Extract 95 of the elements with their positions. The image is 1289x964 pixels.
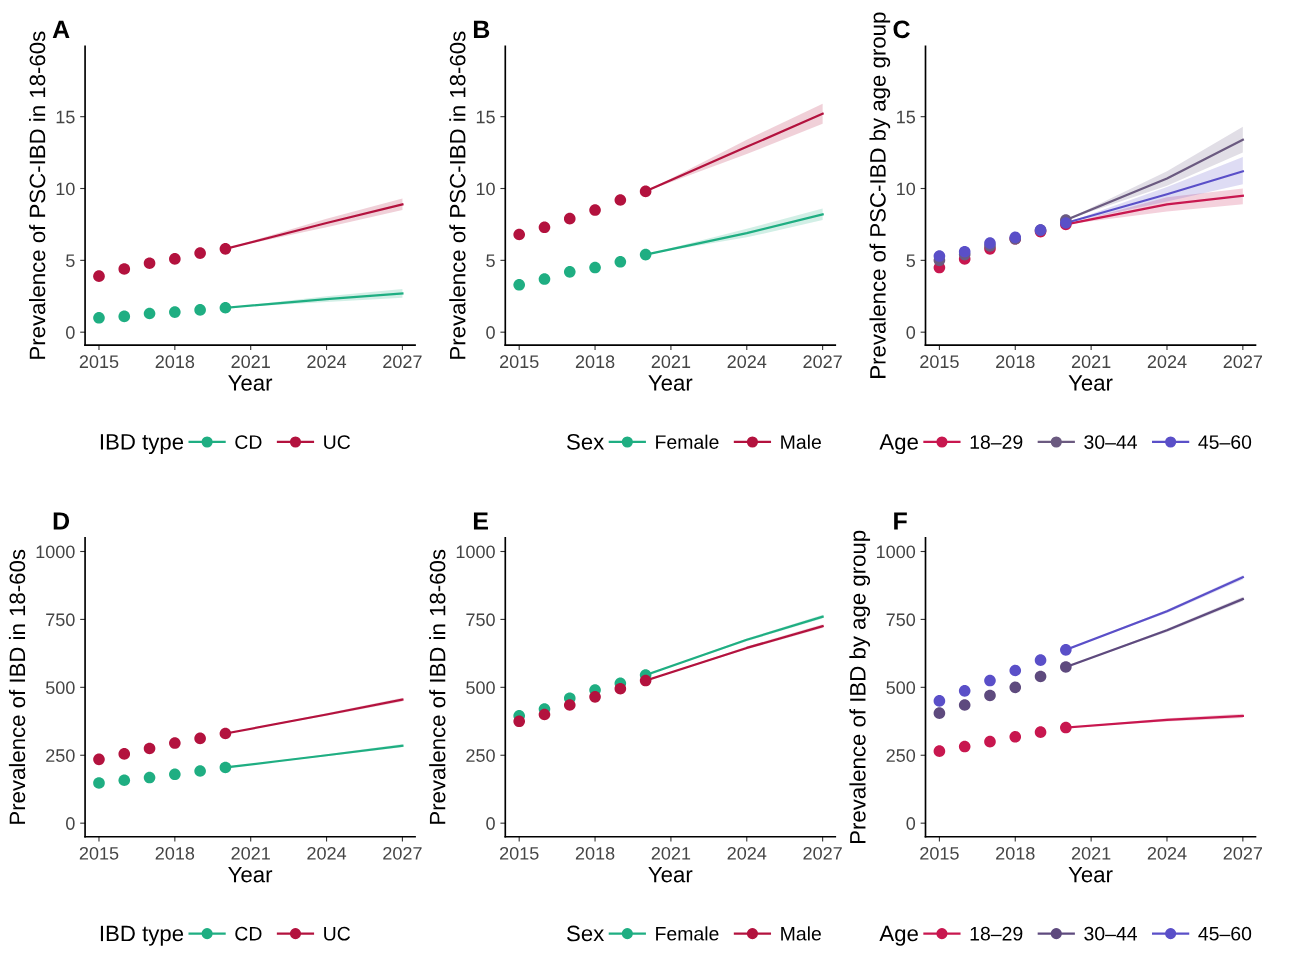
x-tick-label: 2021 xyxy=(651,846,691,860)
y-axis-title: Prevalence of IBD in 18-60s xyxy=(429,549,446,824)
x-tick-label: 2027 xyxy=(803,846,842,860)
x-tick-label: 2021 xyxy=(1071,355,1111,369)
y-tick-label: 10 xyxy=(897,182,916,196)
legend-title: Age xyxy=(879,925,918,946)
legend-label: 45–60 xyxy=(1198,926,1252,941)
legend-label: 30–44 xyxy=(1084,926,1138,941)
x-tick-label: 2024 xyxy=(727,846,767,860)
chart-title: C xyxy=(893,20,910,39)
y-tick-label: 750 xyxy=(886,613,916,627)
legend-title: IBD type xyxy=(100,925,184,946)
chart-title: A xyxy=(52,20,70,38)
y-tick-label: 5 xyxy=(486,254,495,268)
x-tick-label: 2018 xyxy=(155,355,195,369)
legend-label: CD xyxy=(235,435,262,449)
y-tick-label: 0 xyxy=(66,326,75,339)
chart-title: B xyxy=(473,20,490,38)
chart-title: F xyxy=(894,512,907,530)
x-axis-title: Year xyxy=(228,375,273,391)
x-tick-label: 2021 xyxy=(231,355,270,369)
x-tick-label: 2015 xyxy=(920,355,959,369)
x-tick-label: 2024 xyxy=(727,355,767,369)
legend-label: Male xyxy=(781,926,821,941)
x-tick-label: 2027 xyxy=(1223,355,1263,369)
y-tick-label: 500 xyxy=(466,681,495,695)
x-tick-label: 2015 xyxy=(920,846,959,860)
legend-title: Sex xyxy=(567,925,605,942)
x-tick-label: 2015 xyxy=(79,355,119,369)
x-tick-label: 2015 xyxy=(500,846,539,860)
y-tick-label: 750 xyxy=(46,613,75,627)
legend-title: Sex xyxy=(567,433,605,450)
y-axis-title: Prevalence of PSC-IBD in 18-60s xyxy=(29,31,46,359)
y-tick-label: 15 xyxy=(897,110,916,124)
legend-label: CD xyxy=(235,926,262,941)
x-axis-title: Year xyxy=(1068,866,1113,883)
y-tick-label: 0 xyxy=(66,817,75,830)
y-tick-label: 0 xyxy=(486,326,495,339)
x-axis-title: Year xyxy=(648,375,693,391)
x-tick-label: 2018 xyxy=(996,355,1035,369)
y-tick-label: 15 xyxy=(476,110,495,124)
y-tick-label: 15 xyxy=(56,110,75,124)
x-tick-label: 2027 xyxy=(1223,846,1263,860)
x-tick-label: 2021 xyxy=(651,355,691,369)
legend-label: 18–29 xyxy=(970,926,1023,941)
legend-title: Age xyxy=(879,434,918,455)
y-tick-label: 0 xyxy=(486,817,495,830)
x-tick-label: 2018 xyxy=(155,846,195,860)
x-tick-label: 2024 xyxy=(1147,846,1187,860)
y-tick-label: 10 xyxy=(56,182,75,196)
x-tick-label: 2018 xyxy=(575,846,615,860)
y-tick-label: 5 xyxy=(66,254,75,268)
legend-label: UC xyxy=(324,926,351,941)
y-axis-title: Prevalence of PSC-IBD in 18-60s xyxy=(449,31,466,359)
x-axis-title: Year xyxy=(228,866,273,883)
x-tick-label: 2024 xyxy=(307,355,347,369)
x-tick-label: 2015 xyxy=(500,355,539,369)
y-tick-label: 10 xyxy=(476,182,495,196)
x-tick-label: 2027 xyxy=(383,355,422,369)
chart-title: E xyxy=(473,512,488,530)
x-tick-label: 2018 xyxy=(575,355,615,369)
x-tick-label: 2018 xyxy=(996,846,1035,860)
x-tick-label: 2027 xyxy=(803,355,842,369)
y-tick-label: 250 xyxy=(46,749,75,762)
y-axis-title: Prevalence of IBD in 18-60s xyxy=(8,549,26,824)
y-tick-label: 0 xyxy=(906,817,916,830)
y-tick-label: 5 xyxy=(906,254,916,268)
x-tick-label: 2021 xyxy=(231,846,270,860)
y-tick-label: 1000 xyxy=(36,545,75,559)
legend-label: 45–60 xyxy=(1198,435,1252,449)
legend-label: 30–44 xyxy=(1084,435,1138,449)
y-tick-label: 1000 xyxy=(456,545,495,559)
x-tick-label: 2021 xyxy=(1071,846,1111,860)
y-tick-label: 250 xyxy=(466,749,495,762)
x-axis-title: Year xyxy=(1068,375,1113,391)
y-tick-label: 250 xyxy=(886,749,916,762)
x-axis-title: Year xyxy=(648,866,693,883)
legend-title: IBD type xyxy=(100,434,184,455)
y-tick-label: 750 xyxy=(466,613,495,627)
legend-label: 18–29 xyxy=(970,435,1023,449)
y-tick-label: 1000 xyxy=(876,545,916,559)
legend-label: Female xyxy=(656,926,719,941)
legend-label: Female xyxy=(656,434,719,449)
y-tick-label: 0 xyxy=(906,326,916,339)
y-tick-label: 500 xyxy=(886,681,916,695)
x-tick-label: 2024 xyxy=(307,846,347,860)
legend-label: Male xyxy=(781,434,821,449)
y-tick-label: 500 xyxy=(45,681,75,695)
x-tick-label: 2024 xyxy=(1147,355,1187,369)
x-tick-label: 2027 xyxy=(383,846,422,860)
chart-title: D xyxy=(53,512,70,530)
y-axis-title: Prevalence of PSC-IBD by age group xyxy=(869,12,891,378)
y-axis-title: Prevalence of IBD by age group xyxy=(849,530,871,843)
legend-label: UC xyxy=(324,435,351,449)
x-tick-label: 2015 xyxy=(79,846,119,860)
